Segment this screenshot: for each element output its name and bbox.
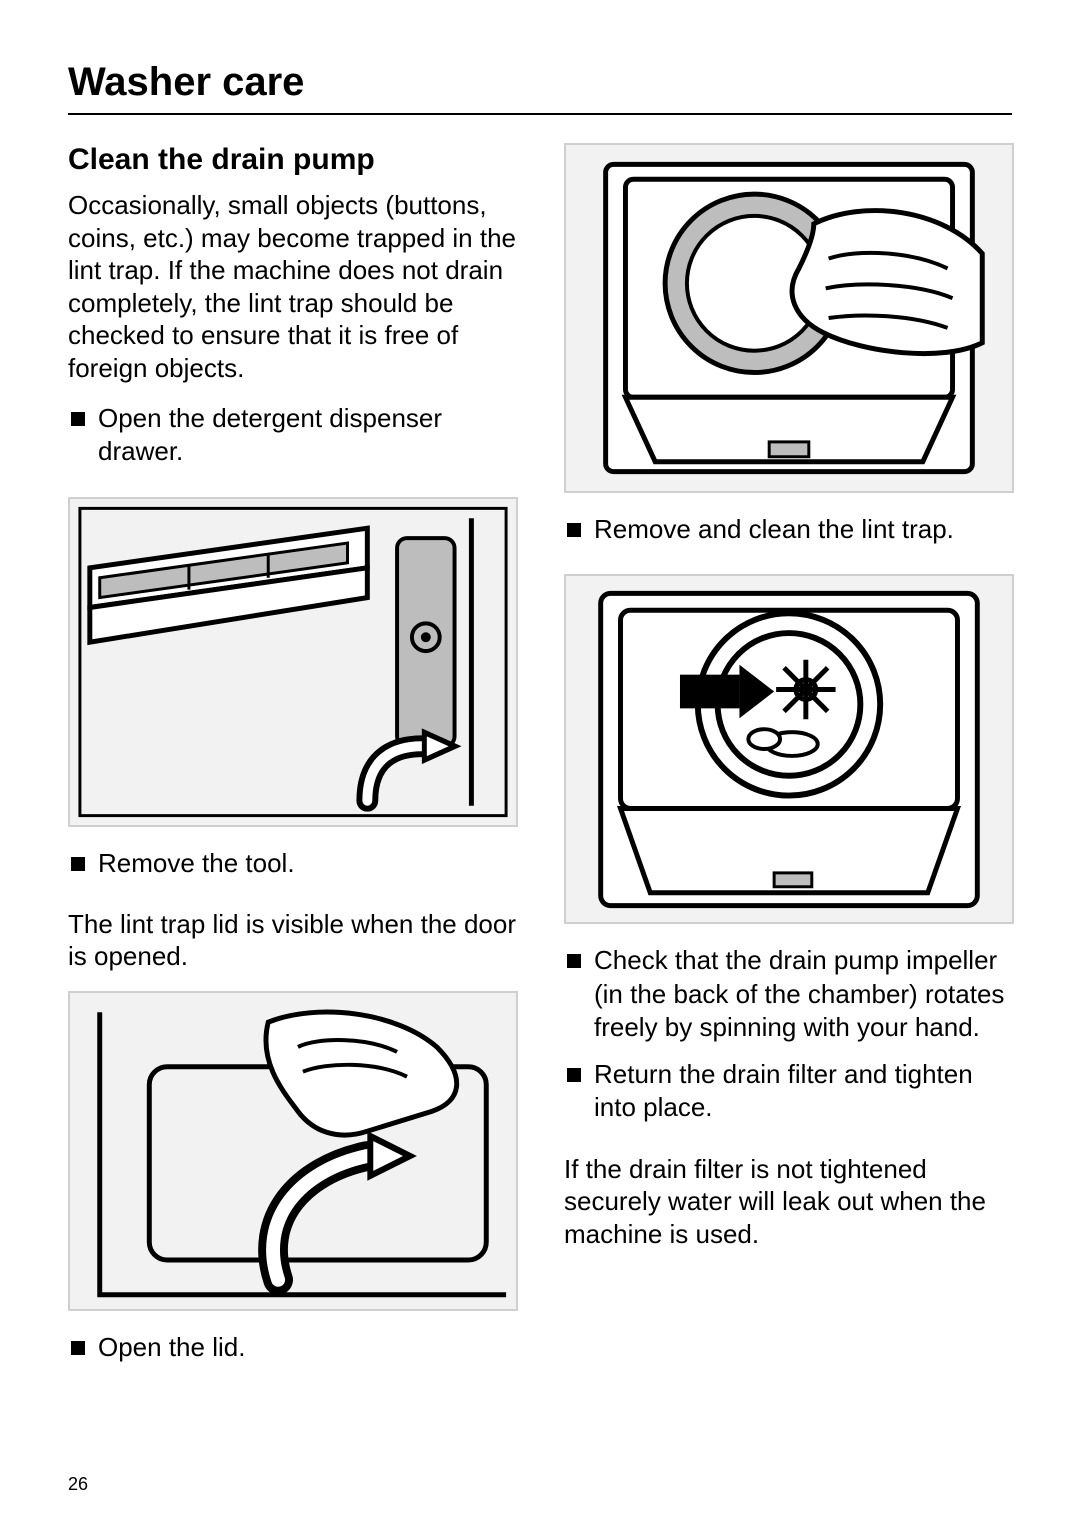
- page-title: Washer care: [68, 60, 1012, 105]
- page-number: 26: [68, 1474, 88, 1495]
- step-open-lid: Open the lid.: [68, 1331, 518, 1364]
- step-list: Remove the tool.: [68, 847, 518, 894]
- title-rule: [68, 113, 1012, 115]
- drawer-illustration-icon: [70, 497, 516, 827]
- step-list: Open the lid.: [68, 1331, 518, 1378]
- step-list: Remove and clean the lint trap.: [564, 513, 1014, 560]
- section-subhead: Clean the drain pump: [68, 143, 518, 177]
- figure-detergent-drawer: [68, 497, 518, 827]
- warning-paragraph: If the drain filter is not tightened sec…: [564, 1153, 1014, 1251]
- step-list: Open the detergent dispenser drawer.: [68, 402, 518, 483]
- step-remove-tool: Remove the tool.: [68, 847, 518, 880]
- step-list: Check that the drain pump impeller (in t…: [564, 944, 1014, 1138]
- step-remove-clean-trap: Remove and clean the lint trap.: [564, 513, 1014, 546]
- impeller-illustration-icon: [566, 574, 1012, 924]
- lint-trap-note: The lint trap lid is visible when the do…: [68, 908, 518, 973]
- step-check-impeller: Check that the drain pump impeller (in t…: [564, 944, 1014, 1044]
- left-column: Clean the drain pump Occasionally, small…: [68, 143, 518, 1392]
- figure-remove-lint-trap: [564, 143, 1014, 493]
- figure-open-lid: [68, 991, 518, 1311]
- figure-drain-impeller: [564, 574, 1014, 924]
- step-return-filter: Return the drain filter and tighten into…: [564, 1058, 1014, 1125]
- step-open-drawer: Open the detergent dispenser drawer.: [68, 402, 518, 469]
- intro-paragraph: Occasionally, small objects (buttons, co…: [68, 189, 518, 384]
- right-column: Remove and clean the lint trap.: [564, 143, 1014, 1392]
- open-lid-illustration-icon: [70, 991, 516, 1311]
- two-column-layout: Clean the drain pump Occasionally, small…: [68, 143, 1012, 1392]
- lint-trap-illustration-icon: [566, 143, 1012, 493]
